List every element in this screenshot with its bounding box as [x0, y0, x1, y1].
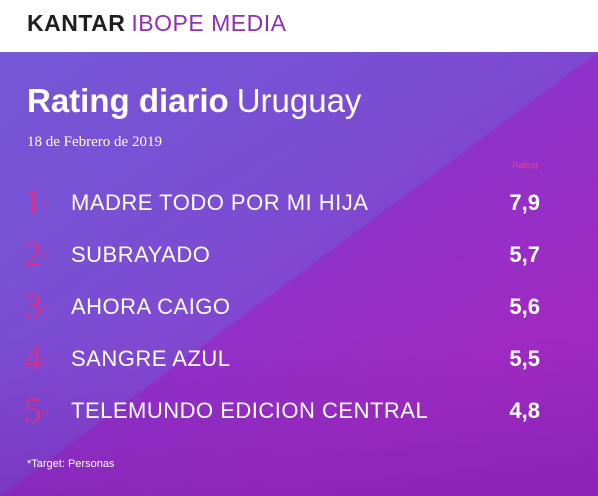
ranking-row: 2o SUBRAYADO 5,7: [0, 232, 598, 284]
program-name: SUBRAYADO: [71, 242, 211, 267]
rank-number: 4o: [24, 340, 49, 376]
title-country: Uruguay: [236, 82, 362, 119]
ranking-row: 3o AHORA CAIGO 5,6: [0, 284, 598, 336]
rank-ordinal: o: [42, 300, 49, 315]
rank-number: 3o: [24, 288, 49, 324]
ranking-row: 4o SANGRE AZUL 5,5: [0, 336, 598, 388]
rank-digit: 2: [24, 234, 42, 274]
rating-value: 5,7: [509, 242, 540, 267]
program-name: AHORA CAIGO: [71, 294, 231, 319]
rating-value: 5,6: [509, 294, 540, 319]
rank-digit: 1: [24, 182, 42, 222]
rating-value: 7,9: [509, 190, 540, 215]
rank-ordinal: o: [42, 248, 49, 263]
page-title: Rating diario Uruguay: [27, 82, 361, 120]
program-name: MADRE TODO POR MI HIJA: [71, 190, 369, 215]
rank-number: 1o: [24, 184, 49, 220]
title-main: Rating diario: [27, 82, 229, 119]
rank-digit: 4: [24, 338, 42, 378]
rank-ordinal: o: [42, 352, 49, 367]
program-name: TELEMUNDO EDICION CENTRAL: [71, 398, 429, 423]
ranking-list: 1o MADRE TODO POR MI HIJA 7,9 2o SUBRAYA…: [0, 180, 598, 440]
rank-number: 2o: [24, 236, 49, 272]
ranking-row: 5o TELEMUNDO EDICION CENTRAL 4,8: [0, 388, 598, 440]
rank-ordinal: o: [42, 196, 49, 211]
rank-digit: 5: [24, 390, 42, 430]
rating-column-header: Rating: [511, 160, 538, 170]
program-name: SANGRE AZUL: [71, 346, 231, 371]
date-label: 18 de Febrero de 2019: [27, 134, 162, 150]
rank-digit: 3: [24, 286, 42, 326]
ranking-row: 1o MADRE TODO POR MI HIJA 7,9: [0, 180, 598, 232]
rank-ordinal: o: [42, 404, 49, 419]
brand-bar: KANTAR IBOPE MEDIA: [0, 0, 598, 52]
rating-value: 4,8: [509, 398, 540, 423]
brand-logo: KANTAR IBOPE MEDIA: [27, 10, 286, 37]
rating-panel: Rating diario Uruguay 18 de Febrero de 20…: [0, 52, 598, 496]
brand-name-ibope: IBOPE MEDIA: [131, 10, 287, 36]
brand-name-kantar: KANTAR: [27, 10, 126, 36]
target-footnote: *Target: Personas: [27, 458, 115, 470]
rank-number: 5o: [24, 392, 49, 428]
rating-value: 5,5: [509, 346, 540, 371]
